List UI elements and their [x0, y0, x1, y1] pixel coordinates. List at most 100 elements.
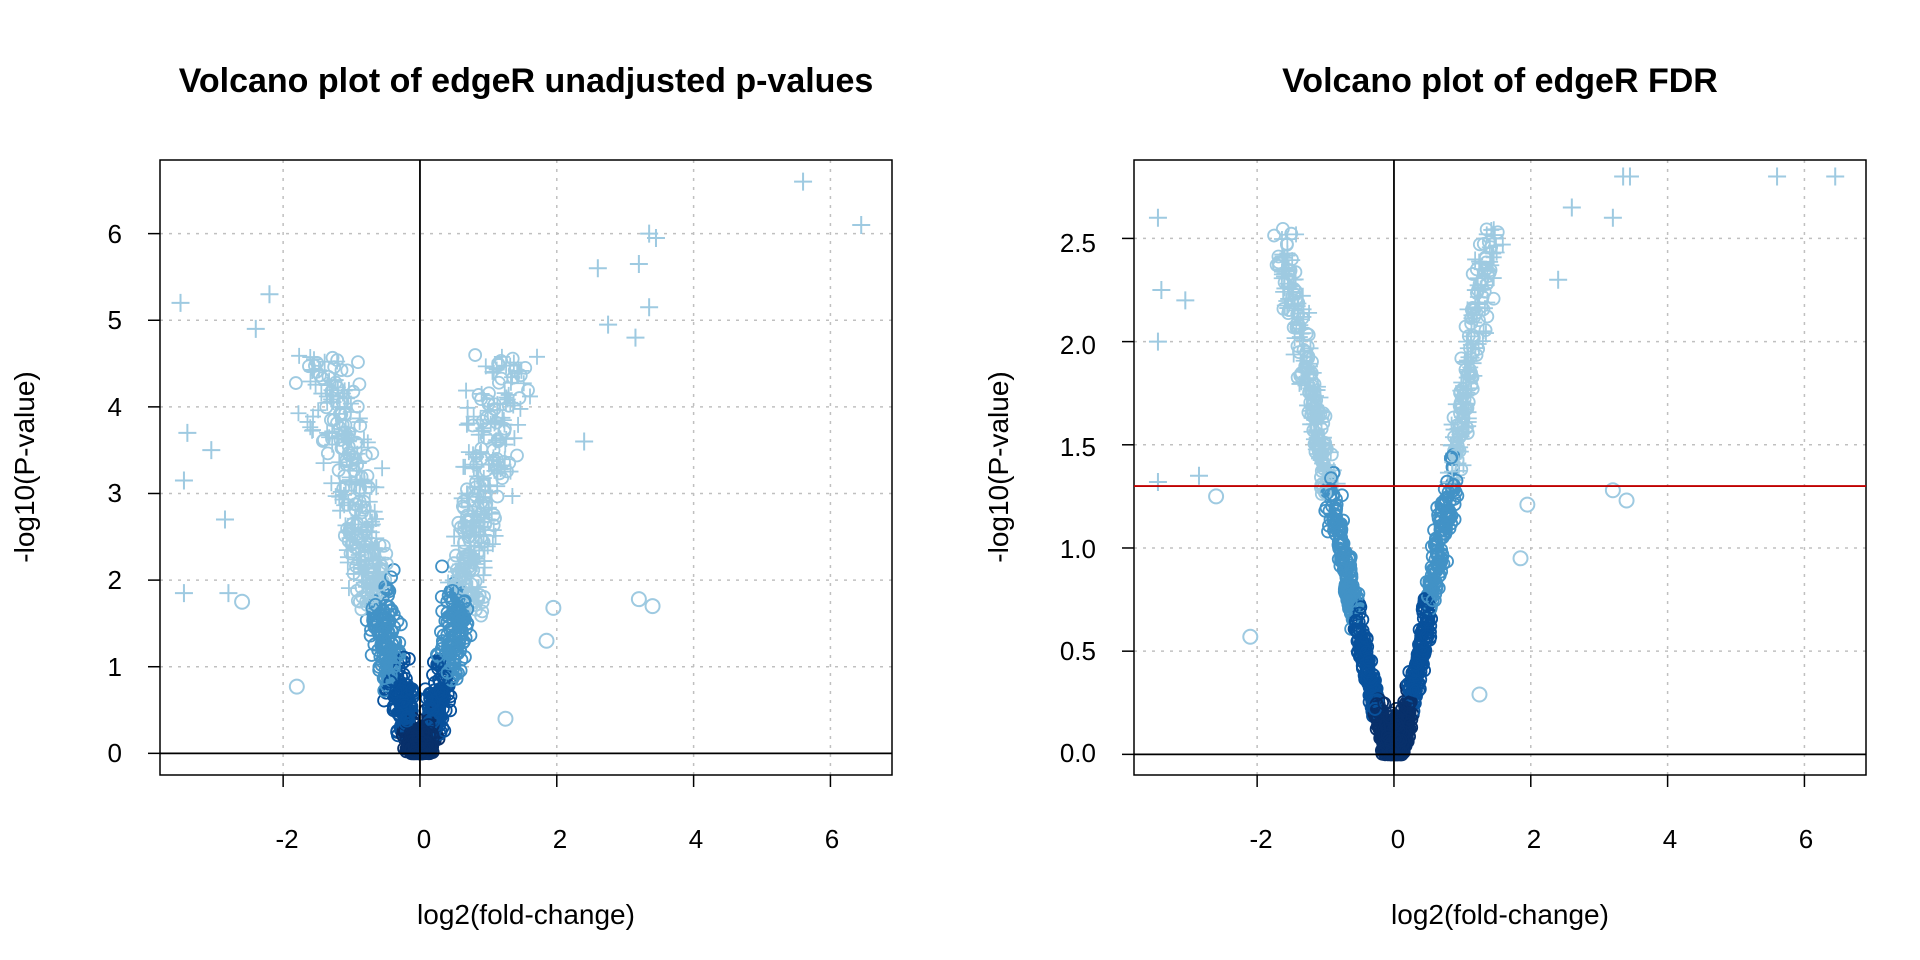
gene-point: [1458, 402, 1473, 417]
significant-point: [484, 360, 501, 377]
significant-point: [646, 228, 665, 247]
gene-point: [521, 383, 535, 398]
gene-point: [373, 577, 387, 592]
y-tick-label: 3: [108, 478, 122, 508]
significant-point: [368, 530, 385, 547]
significant-point: [1148, 332, 1167, 351]
significant-point: [473, 534, 490, 551]
y-tick-label: 2.5: [1060, 228, 1096, 258]
gene-point: [1430, 500, 1445, 515]
significant-point: [1768, 167, 1787, 186]
significant-point: [477, 358, 494, 375]
gene-point: [390, 706, 405, 721]
gene-point: [469, 602, 483, 617]
significant-point: [588, 259, 607, 278]
gene-point: [1461, 395, 1476, 410]
significant-point: [302, 349, 319, 366]
gene-point: [451, 666, 466, 681]
significant-point: [345, 565, 362, 582]
significant-point: [352, 474, 369, 491]
gene-point: [435, 687, 450, 702]
significant-point: [334, 385, 351, 402]
x-tick-label: 6: [825, 824, 839, 854]
significant-point: [1460, 349, 1477, 366]
gene-point: [1408, 657, 1423, 672]
significant-point: [1458, 333, 1475, 350]
significant-point: [1463, 307, 1480, 324]
significant-point: [316, 353, 333, 370]
significant-point: [575, 432, 594, 451]
significant-point: [1549, 270, 1568, 289]
significant-point: [1292, 317, 1309, 334]
gene-point: [1382, 709, 1397, 724]
data-points: [1148, 167, 1845, 762]
gene-point: [379, 546, 394, 561]
gene-point: [502, 455, 517, 470]
reference-lines: [160, 160, 892, 775]
gene-point: [1434, 550, 1448, 565]
x-tick-label: 2: [1527, 824, 1541, 854]
gene-point: [424, 695, 439, 710]
gene-point: [1471, 342, 1486, 356]
grid-lines: [160, 160, 892, 775]
gene-point: [1359, 656, 1374, 671]
significant-point: [599, 315, 618, 334]
gene-point: [442, 638, 457, 652]
significant-point: [1148, 472, 1167, 491]
gene-point: [1343, 600, 1358, 615]
significant-point: [202, 441, 221, 460]
gene-point: [1408, 674, 1423, 689]
gene-point: [376, 671, 391, 686]
chart-panel-right: Volcano plot of edgeR FDR -2 0 2 4 6 0.0…: [983, 62, 1867, 930]
gene-point: [1419, 611, 1434, 626]
significant-point: [1280, 263, 1297, 280]
significant-point: [465, 456, 482, 473]
gene-point: [1440, 474, 1455, 489]
gene-point: [1327, 519, 1342, 534]
gene-point: [339, 457, 354, 472]
gene-point: [1480, 276, 1495, 291]
gene-point: [467, 493, 482, 508]
significant-point: [1279, 247, 1296, 264]
significant-point: [361, 493, 378, 510]
significant-point: [1477, 325, 1494, 342]
significant-point: [1148, 208, 1167, 227]
significant-point: [1466, 367, 1483, 384]
significant-point: [468, 505, 485, 522]
significant-point: [852, 215, 871, 234]
significant-point: [1305, 380, 1322, 397]
gene-point: [288, 678, 305, 695]
x-tick-label: 0: [1391, 824, 1405, 854]
significant-point: [504, 488, 521, 505]
gene-point: [1267, 228, 1281, 243]
significant-point: [1283, 278, 1300, 295]
significant-point: [482, 483, 499, 500]
significant-point: [447, 576, 464, 593]
gene-point: [1416, 657, 1430, 672]
gene-point: [350, 516, 365, 531]
significant-point: [331, 475, 348, 492]
gene-point: [1424, 539, 1439, 554]
significant-point: [174, 584, 193, 603]
reference-lines: [1134, 160, 1866, 775]
gene-point: [376, 633, 391, 648]
gene-point: [1339, 552, 1354, 567]
gene-point: [389, 685, 403, 699]
gene-point: [1362, 653, 1376, 668]
gene-point: [1342, 565, 1357, 580]
gene-point: [1425, 593, 1440, 608]
gene-point: [234, 593, 251, 610]
x-tick-label: 0: [417, 824, 431, 854]
gene-point: [1352, 606, 1367, 621]
significant-point: [1308, 422, 1325, 439]
gene-point: [348, 503, 363, 517]
gene-point: [302, 359, 316, 374]
significant-point: [299, 413, 316, 430]
gene-point: [445, 594, 459, 609]
gene-point: [1303, 367, 1318, 382]
x-tick-label: 4: [1663, 824, 1677, 854]
gene-point: [375, 626, 390, 641]
gene-point: [1342, 591, 1357, 606]
chart-title: Volcano plot of edgeR FDR: [1282, 62, 1718, 100]
